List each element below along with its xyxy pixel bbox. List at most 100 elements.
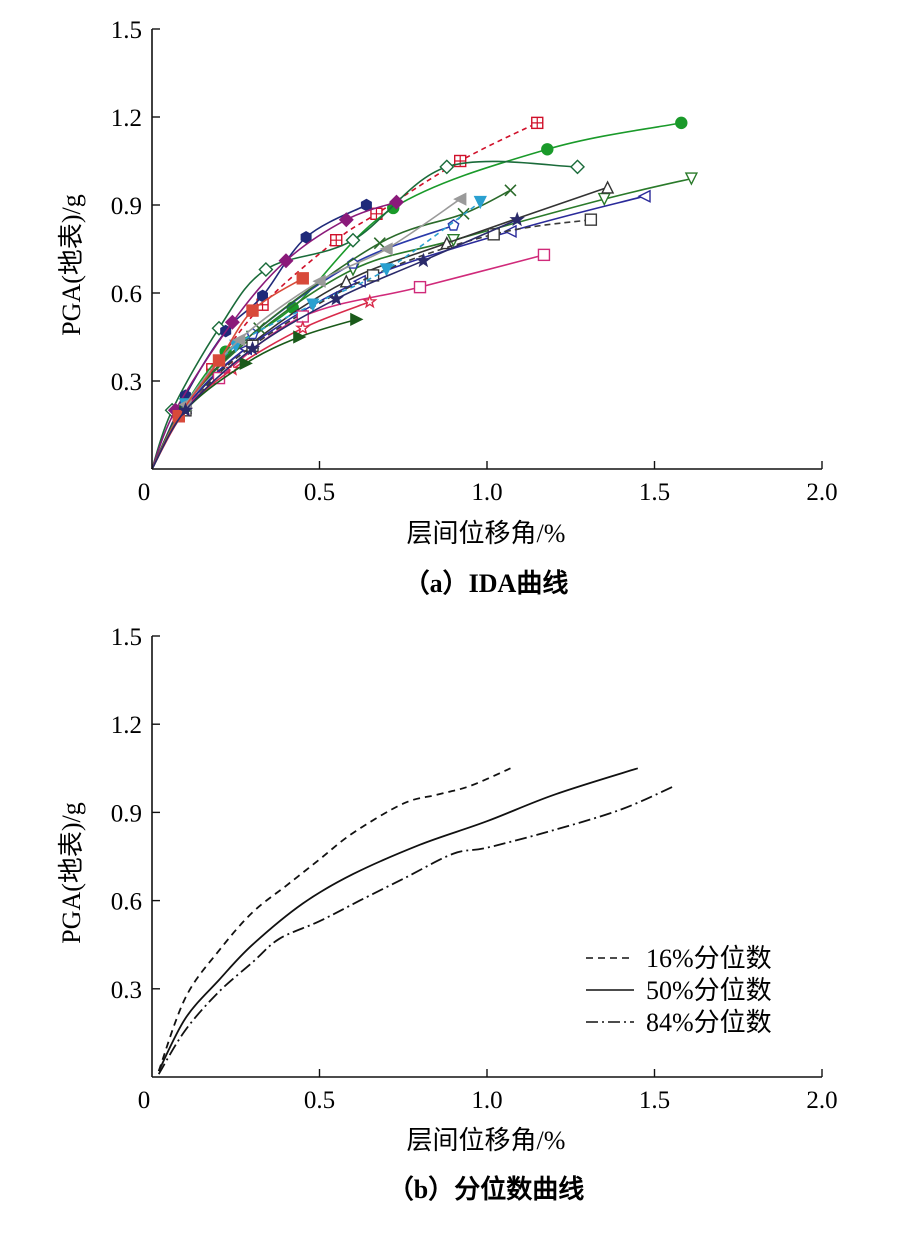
panel-a-y-tick-label: 1.2 (111, 105, 142, 132)
panel-a-data-point (675, 116, 688, 130)
panel-b-series-2 (157, 767, 639, 1072)
panel-a-data-point (330, 233, 343, 247)
panel-a-data-point (413, 280, 427, 294)
panel-a-data-point (253, 322, 266, 335)
panel-a-data-point (362, 293, 378, 309)
panel-b: 0 0.5 1.0 1.5 2.0 0.3 0.6 0.9 1.2 1.5 层间位移角/% PGA… (57, 624, 838, 1204)
panel-a-series-10 (151, 248, 551, 470)
panel-a-series-line (151, 218, 518, 470)
panel-b-y-tick-label: 0.3 (111, 977, 142, 1004)
panel-a-y-tick-label: 1.5 (111, 17, 142, 44)
panel-a-data-point (440, 236, 454, 250)
panel-a-data-point (600, 180, 615, 194)
panel-a-data-point (172, 410, 186, 423)
panel-a-series-line (151, 122, 682, 470)
panel-a-data-point (454, 154, 467, 168)
panel-b-x-axis-label: 层间位移角/% (407, 1126, 566, 1155)
panel-b-caption: （b）分位数曲线 (388, 1174, 584, 1204)
panel-b-series-line (157, 767, 639, 1072)
legend-label-50: 50%分位数 (646, 976, 772, 1005)
panel-a-data-point (584, 213, 598, 226)
panel-b-x-tick-label: 0.5 (304, 1087, 335, 1114)
panel-a-data-point (389, 194, 404, 210)
panel-a-data-point (306, 298, 320, 312)
panel-a-x-tick-label: 0.5 (304, 479, 335, 506)
panel-b-y-tick-label: 1.5 (111, 624, 142, 651)
panel-a-x-tick-label: 1.0 (471, 479, 502, 506)
panel-a-data-point (597, 192, 611, 207)
legend-label-84: 84%分位数 (646, 1008, 772, 1037)
panel-a-data-point (278, 253, 294, 269)
panel-b-y-axis-label: PGA(地表)/g (57, 802, 86, 944)
panel-a-data-point (366, 269, 380, 282)
panel-a-series-18 (151, 211, 525, 470)
panel-a-data-point (350, 312, 364, 327)
panel-a-series-line (151, 122, 538, 470)
panel-b-y-tick-label: 0.9 (111, 800, 142, 827)
panel-a-series-13 (151, 219, 460, 470)
panel-a-data-point (258, 262, 274, 277)
panel-a-series-15 (151, 195, 487, 470)
panel-a-data-point (439, 159, 455, 175)
panel-a-data-point (177, 402, 194, 417)
panel-b-y-tick-label: 0.6 (111, 889, 142, 916)
panel-a-series-line (151, 189, 511, 470)
panel-a-data-point (244, 340, 261, 356)
panel-a-data-point (246, 304, 259, 317)
panel-a-data-point (473, 195, 487, 210)
panel-a-x-tick-label: 0 (138, 479, 151, 506)
panel-a-data-point (509, 211, 525, 227)
panel-a-data-point (300, 230, 312, 244)
panel-a-data-point (447, 219, 460, 231)
panel-a-data-point (239, 356, 253, 371)
panel-a: 0 0.5 1.0 1.5 2.0 0.3 0.6 0.9 1.2 1.5 层间位移角/% PGA… (57, 17, 838, 598)
panel-a-series-17 (151, 272, 309, 470)
panel-a-data-point (453, 192, 467, 206)
panel-a-y-tick-label: 0.6 (111, 281, 142, 308)
panel-a-data-point (684, 172, 699, 186)
panel-a-data-point (345, 232, 361, 248)
panel-a-data-point (257, 289, 268, 303)
panel-a-data-point (293, 330, 307, 344)
panel-b-plot-area (157, 767, 675, 1075)
panel-a-data-point (379, 263, 394, 277)
panel-a-series-line (151, 201, 481, 470)
panel-b-series-line (157, 767, 511, 1072)
panel-a-data-point (360, 198, 372, 212)
panel-a-data-point (637, 189, 651, 203)
panel-a-data-point (504, 184, 517, 197)
panel-a-caption: （a）IDA曲线 (404, 569, 569, 598)
panel-b-x-tick-label: 2.0 (806, 1087, 837, 1114)
panel-a-data-point (224, 314, 240, 330)
panel-a-data-point (296, 272, 309, 285)
panel-a-data-point (295, 320, 311, 335)
panel-b-x-tick-label: 0 (138, 1087, 151, 1114)
panel-b-series-line (157, 785, 675, 1075)
panel-a-data-point (338, 212, 354, 228)
panel-b-x-tick-label: 1.0 (471, 1087, 502, 1114)
legend-label-16: 16%分位数 (646, 944, 772, 973)
panel-a-data-point (541, 143, 554, 156)
panel-a-y-axis-label: PGA(地表)/g (57, 194, 86, 336)
panel-a-x-axis-label: 层间位移角/% (407, 519, 566, 548)
panel-a-data-point (503, 224, 517, 239)
panel-a-data-point (531, 116, 544, 130)
panel-b-series-3 (157, 785, 675, 1075)
panel-b-legend: 16%分位数 50%分位数 84%分位数 (586, 944, 772, 1037)
panel-b-y-tick-label: 1.2 (111, 712, 142, 739)
panel-a-data-point (312, 274, 326, 288)
panel-a-data-point (570, 159, 585, 175)
panel-b-series-1 (157, 767, 511, 1072)
panel-b-x-tick-label: 1.5 (639, 1087, 670, 1114)
panel-a-data-point (212, 354, 226, 367)
panel-a-data-point (537, 248, 551, 262)
panel-a-series-line (151, 201, 397, 470)
panel-a-data-point (232, 333, 246, 347)
panel-a-y-tick-label: 0.3 (111, 369, 142, 396)
panel-a-data-point (379, 242, 393, 256)
panel-a-data-point (373, 237, 386, 250)
panel-a-data-point (487, 228, 500, 241)
panel-a-y-tick-label: 0.9 (111, 193, 142, 220)
panel-a-x-tick-label: 1.5 (639, 479, 670, 506)
